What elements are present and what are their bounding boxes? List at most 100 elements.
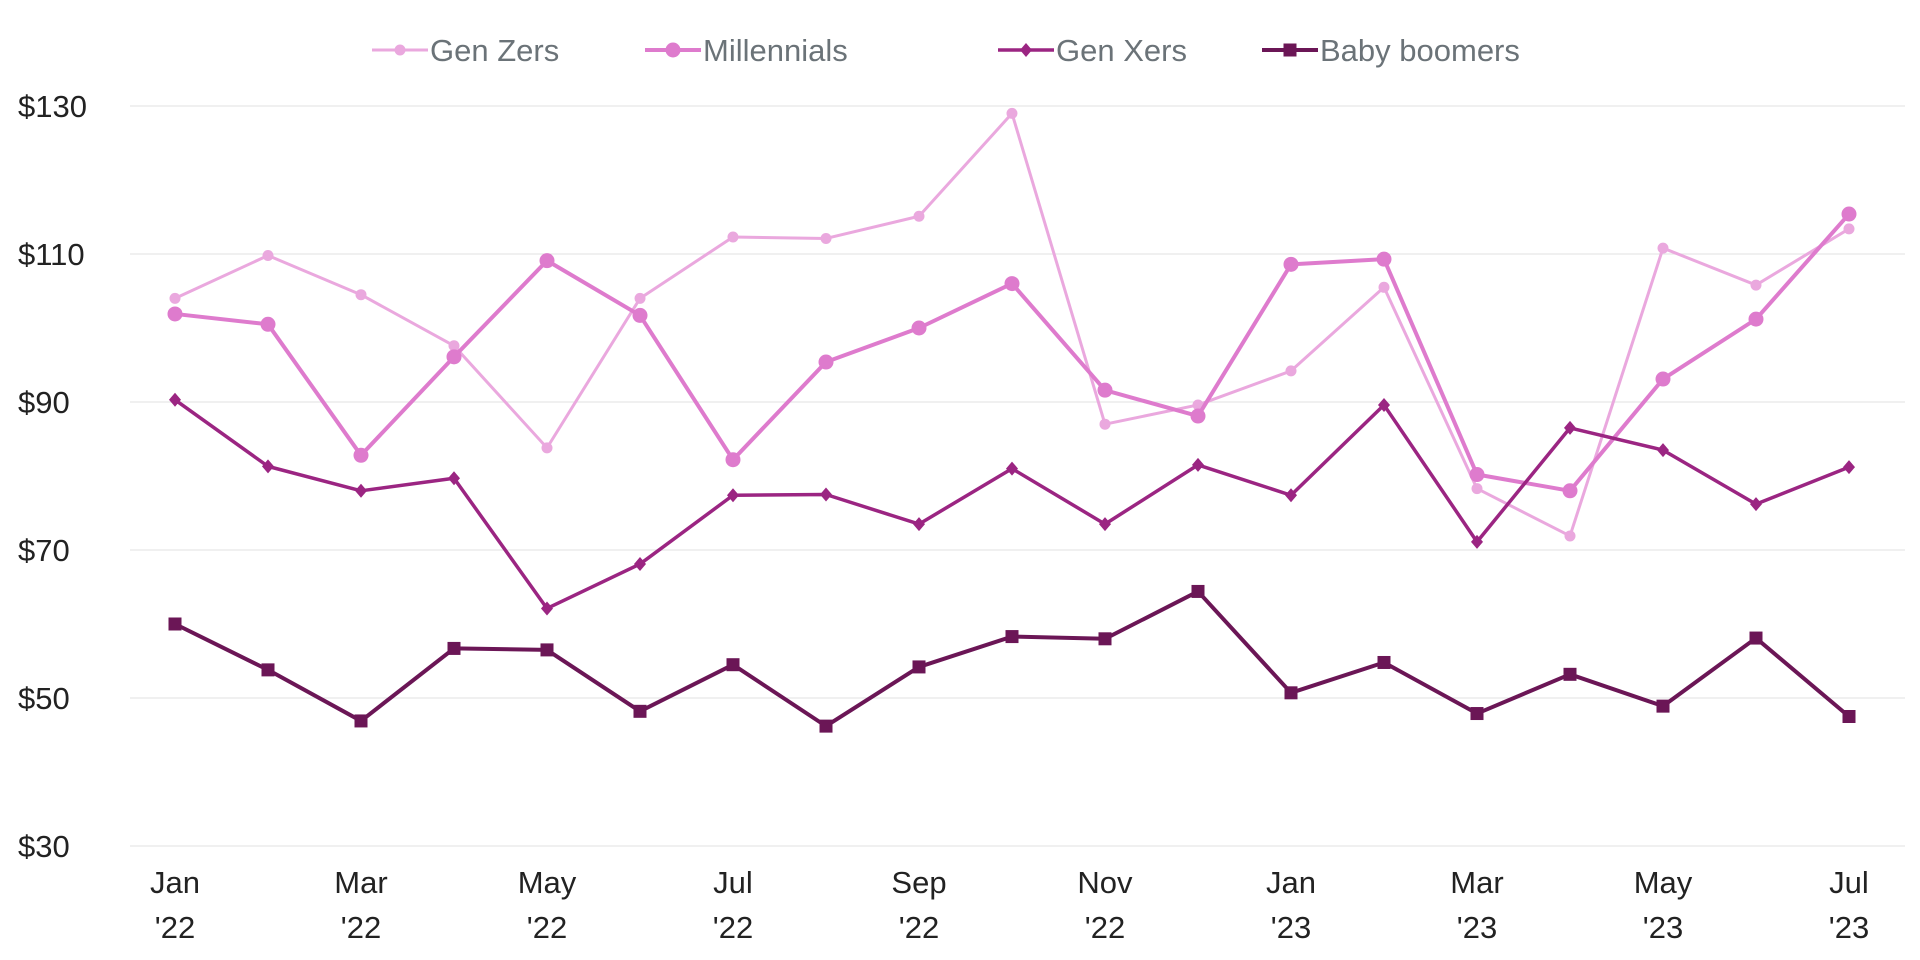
data-point bbox=[634, 557, 646, 572]
data-point bbox=[1470, 707, 1484, 721]
series-line bbox=[173, 398, 1850, 611]
data-point bbox=[1097, 382, 1113, 398]
data-point bbox=[913, 210, 925, 222]
x-tick-label-year: '23 bbox=[1829, 910, 1869, 945]
data-point bbox=[1192, 399, 1204, 411]
data-point bbox=[819, 719, 833, 733]
y-tick-label: $70 bbox=[18, 533, 70, 568]
data-point bbox=[1657, 443, 1669, 458]
data-point bbox=[1190, 408, 1206, 424]
data-point bbox=[540, 643, 554, 657]
data-point bbox=[169, 392, 181, 407]
data-point bbox=[262, 459, 274, 474]
legend-label: Baby boomers bbox=[1320, 33, 1520, 68]
data-point bbox=[169, 292, 181, 304]
data-point bbox=[913, 517, 925, 532]
legend-marker bbox=[1283, 43, 1297, 57]
legend-item: Baby boomers bbox=[1262, 33, 1520, 68]
x-tick-label-month: Nov bbox=[1077, 865, 1133, 900]
data-point bbox=[168, 617, 182, 631]
data-point bbox=[1376, 251, 1392, 267]
data-point bbox=[353, 447, 369, 463]
legend-marker bbox=[665, 42, 681, 58]
data-point bbox=[1378, 281, 1390, 293]
data-point bbox=[1656, 699, 1670, 713]
data-point bbox=[541, 601, 553, 616]
data-point bbox=[355, 483, 367, 498]
data-point bbox=[1749, 631, 1763, 645]
data-point bbox=[167, 306, 183, 322]
legend: Gen Zers Millennials Gen Xers Baby boomers bbox=[372, 33, 1520, 68]
data-point bbox=[1284, 686, 1298, 700]
data-point bbox=[539, 253, 555, 269]
series-baby-boomers bbox=[168, 584, 1856, 733]
data-point bbox=[354, 714, 368, 728]
data-point bbox=[1099, 418, 1111, 430]
data-point bbox=[912, 660, 926, 674]
x-tick-label-month: Sep bbox=[891, 865, 946, 900]
data-point bbox=[1843, 223, 1855, 235]
x-tick-label-year: '22 bbox=[155, 910, 195, 945]
x-axis: Jan '22 Mar '22 May '22 Jul '22 Sep '22 Nov '22 Jan '… bbox=[150, 865, 1869, 945]
x-tick-label-year: '22 bbox=[899, 910, 939, 945]
data-point bbox=[355, 289, 367, 301]
data-point bbox=[1283, 256, 1299, 272]
series-millennials bbox=[167, 206, 1857, 499]
x-tick-label-year: '22 bbox=[341, 910, 381, 945]
data-point bbox=[1564, 420, 1576, 435]
data-point bbox=[820, 487, 832, 502]
data-point bbox=[1471, 534, 1483, 549]
x-tick-label-year: '22 bbox=[1085, 910, 1125, 945]
x-tick-label-year: '23 bbox=[1643, 910, 1683, 945]
legend-item: Millennials bbox=[645, 33, 848, 68]
data-point bbox=[1655, 371, 1671, 387]
series-line bbox=[174, 589, 1851, 729]
data-point bbox=[818, 354, 834, 370]
legend-marker bbox=[394, 44, 406, 56]
legend-item: Gen Xers bbox=[998, 33, 1187, 68]
x-tick-label-month: Jan bbox=[150, 865, 200, 900]
data-point bbox=[1192, 457, 1204, 472]
data-point bbox=[1471, 483, 1483, 495]
data-point bbox=[820, 232, 832, 244]
data-point bbox=[1842, 710, 1856, 723]
data-point bbox=[447, 641, 461, 655]
data-point bbox=[1378, 397, 1390, 412]
gridlines bbox=[130, 105, 1905, 847]
data-point bbox=[260, 316, 276, 332]
data-point bbox=[1564, 530, 1576, 542]
legend-marker bbox=[1020, 43, 1032, 57]
data-point bbox=[1841, 206, 1857, 222]
x-tick-label-year: '23 bbox=[1457, 910, 1497, 945]
data-point bbox=[1004, 276, 1020, 292]
data-point bbox=[1377, 655, 1391, 669]
data-point bbox=[632, 307, 648, 323]
data-point bbox=[261, 663, 275, 677]
y-tick-label: $50 bbox=[18, 681, 70, 716]
data-point bbox=[634, 292, 646, 304]
data-point bbox=[1285, 488, 1297, 503]
data-point bbox=[1657, 242, 1669, 254]
legend-label: Millennials bbox=[703, 33, 848, 68]
data-point bbox=[1191, 584, 1205, 598]
x-tick-label-year: '22 bbox=[527, 910, 567, 945]
y-tick-label: $130 bbox=[18, 89, 87, 124]
data-point bbox=[1098, 632, 1112, 646]
data-point bbox=[448, 471, 460, 486]
data-point bbox=[725, 452, 741, 468]
data-point bbox=[727, 488, 739, 503]
data-point bbox=[1099, 517, 1111, 532]
data-point bbox=[726, 658, 740, 672]
x-tick-label-month: Jan bbox=[1266, 865, 1316, 900]
legend-label: Gen Zers bbox=[430, 33, 559, 68]
legend-item: Gen Zers bbox=[372, 33, 559, 68]
data-point bbox=[1005, 630, 1019, 644]
x-tick-label-month: Jul bbox=[713, 865, 753, 900]
series-gen-zers bbox=[169, 107, 1855, 542]
data-point bbox=[1748, 311, 1764, 327]
data-point bbox=[541, 442, 553, 454]
y-tick-label: $110 bbox=[18, 237, 85, 272]
x-tick-label-year: '23 bbox=[1271, 910, 1311, 945]
data-point bbox=[1469, 467, 1485, 483]
